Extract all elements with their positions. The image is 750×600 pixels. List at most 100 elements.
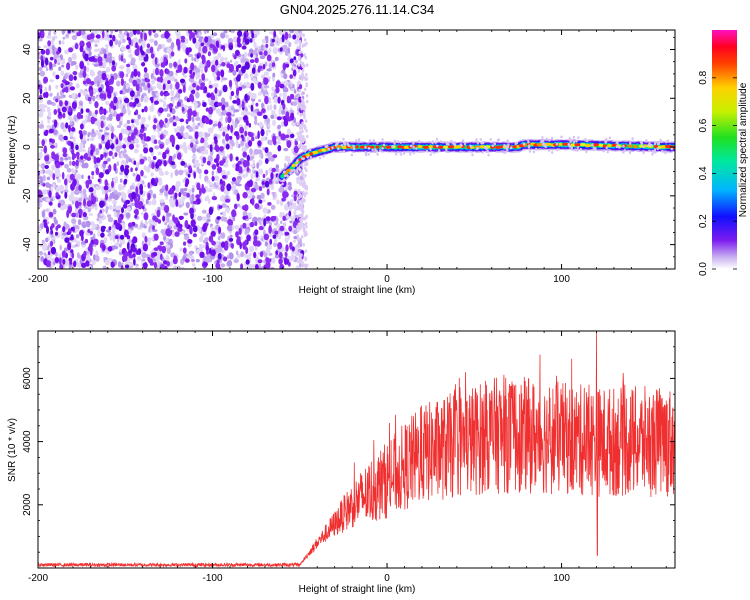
noise-speck	[167, 153, 170, 157]
noise-blob	[89, 33, 95, 40]
noise-blob	[78, 30, 82, 35]
noise-speck	[284, 39, 290, 45]
signal-speck	[322, 154, 325, 158]
noise-blob	[146, 43, 151, 48]
noise-blob	[196, 54, 200, 59]
noise-speck	[296, 137, 299, 142]
noise-speck	[180, 230, 185, 235]
signal-speck	[379, 149, 382, 153]
noise-speck	[162, 100, 167, 108]
noise-blob	[120, 264, 124, 269]
noise-speck	[191, 258, 195, 263]
noise-blob	[50, 246, 57, 255]
noise-speck	[49, 79, 54, 83]
noise-blob	[75, 151, 80, 157]
signal-speck	[330, 141, 333, 145]
noise-speck	[303, 38, 307, 42]
noise-blob	[99, 106, 103, 111]
signal-speck	[648, 149, 651, 153]
noise-speck	[234, 109, 240, 113]
noise-speck	[296, 35, 299, 39]
noise-speck	[95, 75, 101, 83]
noise-speck	[135, 143, 140, 148]
noise-blob	[119, 234, 125, 240]
noise-blob	[71, 252, 75, 259]
noise-speck	[287, 47, 291, 54]
noise-blob	[188, 165, 192, 171]
noise-blob	[230, 90, 235, 97]
noise-blob	[139, 158, 145, 165]
signal-speck	[429, 153, 432, 157]
noise-speck	[126, 119, 131, 125]
noise-speck	[258, 168, 264, 175]
noise-speck	[194, 159, 200, 163]
noise-speck	[300, 92, 303, 96]
noise-blob	[208, 84, 213, 89]
signal-speck	[497, 138, 501, 142]
noise-blob	[152, 215, 157, 221]
noise-speck	[151, 78, 155, 85]
noise-blob	[49, 240, 54, 247]
noise-blob	[176, 101, 181, 107]
noise-speck	[292, 239, 296, 243]
signal-speck	[355, 139, 358, 143]
signal-speck	[375, 149, 378, 153]
noise-blob	[73, 75, 77, 81]
noise-speck	[166, 215, 170, 223]
noise-speck	[304, 173, 307, 178]
noise-blob	[231, 209, 237, 218]
y-tick-label: 40	[22, 44, 33, 56]
noise-blob	[70, 249, 74, 254]
noise-speck	[87, 207, 92, 213]
noise-blob	[163, 260, 167, 265]
noise-speck	[238, 143, 241, 149]
noise-blob	[163, 160, 167, 167]
noise-blob	[176, 132, 181, 137]
noise-blob	[150, 53, 155, 59]
noise-blob	[235, 87, 240, 97]
noise-blob	[255, 264, 259, 269]
noise-blob	[62, 258, 66, 265]
noise-speck	[240, 251, 245, 258]
noise-blob	[203, 262, 209, 267]
noise-blob	[103, 185, 109, 191]
noise-speck	[147, 200, 152, 206]
noise-speck	[166, 37, 172, 43]
signal-core-blob	[638, 144, 644, 148]
signal-speck	[439, 140, 443, 144]
noise-speck	[262, 207, 268, 214]
noise-speck	[104, 132, 110, 136]
noise-blob	[254, 229, 259, 236]
signal-speck	[352, 144, 355, 148]
noise-speck	[221, 77, 228, 81]
noise-blob	[68, 47, 74, 53]
noise-blob	[90, 80, 95, 86]
noise-speck	[74, 238, 77, 243]
noise-speck	[258, 159, 263, 166]
noise-blob	[226, 183, 232, 192]
noise-speck	[135, 78, 141, 84]
noise-blob	[43, 130, 49, 137]
noise-blob	[204, 117, 208, 123]
noise-blob	[164, 205, 170, 213]
noise-blob	[149, 261, 155, 266]
noise-speck	[137, 256, 142, 261]
signal-speck	[436, 144, 439, 148]
noise-blob	[199, 251, 205, 258]
noise-speck	[283, 147, 289, 152]
noise-blob	[228, 135, 233, 140]
noise-speck	[228, 252, 234, 260]
noise-speck	[273, 237, 278, 244]
noise-speck	[302, 68, 305, 73]
noise-speck	[270, 204, 276, 210]
noise-speck	[297, 205, 300, 210]
noise-blob	[164, 92, 170, 96]
noise-blob	[66, 231, 71, 235]
noise-blob	[239, 126, 245, 134]
noise-speck	[269, 103, 273, 111]
noise-speck	[91, 128, 95, 135]
noise-speck	[81, 162, 87, 169]
noise-speck	[178, 58, 181, 64]
